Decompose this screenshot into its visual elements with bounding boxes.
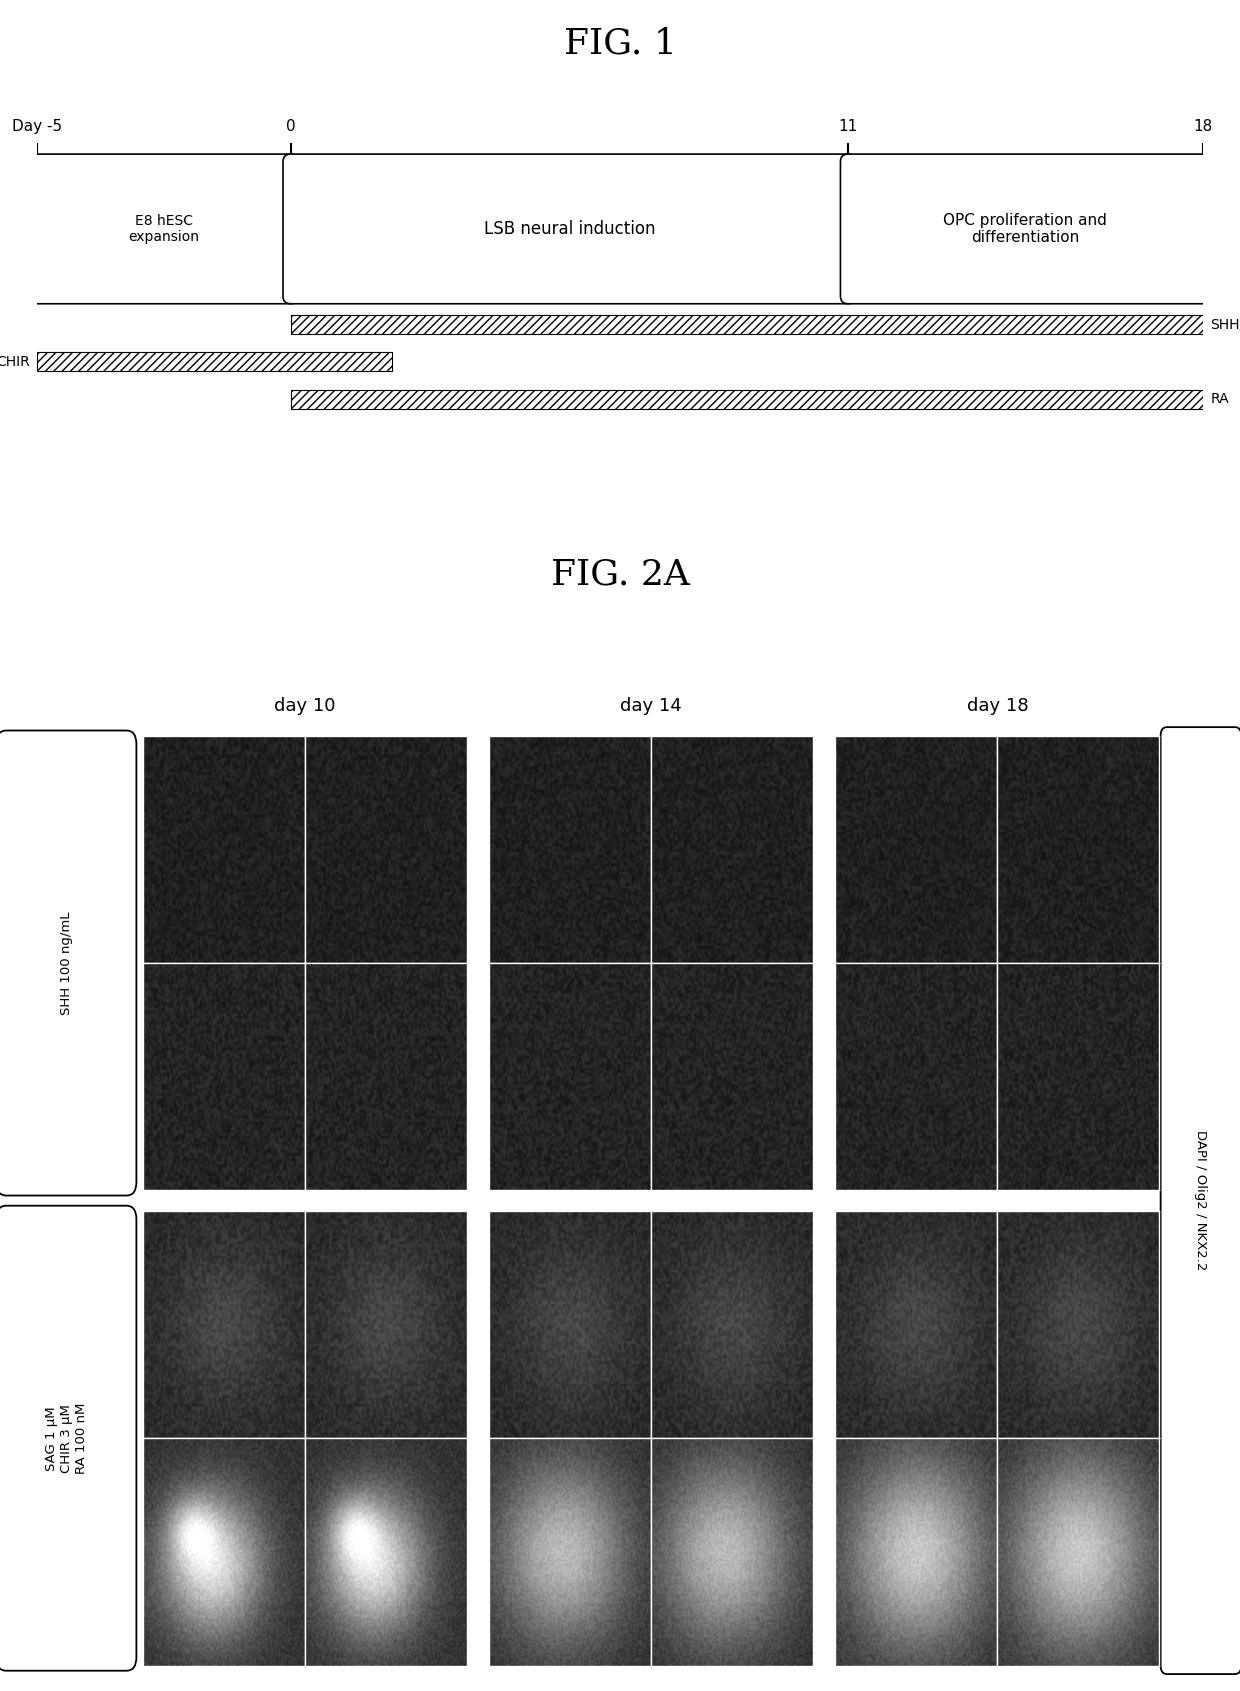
FancyBboxPatch shape <box>841 154 1210 304</box>
Text: RA: RA <box>1210 392 1229 406</box>
Text: OPC proliferation and
differentiation: OPC proliferation and differentiation <box>944 213 1107 245</box>
Text: day 10: day 10 <box>274 697 335 715</box>
Text: 18: 18 <box>1193 118 1213 134</box>
Text: E8 hESC
expansion: E8 hESC expansion <box>129 213 200 244</box>
FancyBboxPatch shape <box>0 731 136 1196</box>
Text: SHH/SAG: SHH/SAG <box>1210 318 1240 331</box>
Text: day 18: day 18 <box>966 697 1028 715</box>
Text: DAPI / Olig2 / NKX2.2: DAPI / Olig2 / NKX2.2 <box>1194 1130 1208 1272</box>
Text: SAG 1 μM
CHIR 3 μM
RA 100 nM: SAG 1 μM CHIR 3 μM RA 100 nM <box>45 1402 88 1475</box>
FancyBboxPatch shape <box>0 1206 136 1671</box>
FancyBboxPatch shape <box>283 154 856 304</box>
Text: FIG. 1: FIG. 1 <box>563 27 677 61</box>
Text: 11: 11 <box>838 118 858 134</box>
Text: FIG. 2A: FIG. 2A <box>551 558 689 592</box>
Text: 0: 0 <box>285 118 295 134</box>
Bar <box>290 315 1203 333</box>
Text: day 14: day 14 <box>620 697 682 715</box>
Text: CHIR: CHIR <box>0 355 30 369</box>
FancyBboxPatch shape <box>1161 727 1240 1674</box>
Text: Day -5: Day -5 <box>12 118 62 134</box>
Text: SHH 100 ng/mL: SHH 100 ng/mL <box>60 911 73 1015</box>
Bar <box>37 352 392 370</box>
FancyBboxPatch shape <box>30 154 298 304</box>
Text: LSB neural induction: LSB neural induction <box>484 220 655 238</box>
Bar <box>290 389 1203 409</box>
